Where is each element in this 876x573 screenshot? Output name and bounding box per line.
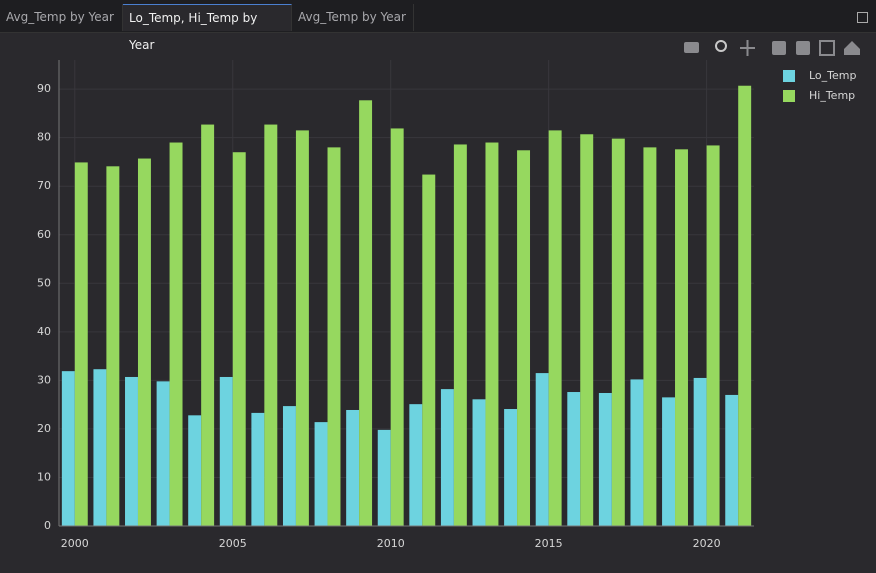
camera-icon[interactable] bbox=[684, 42, 699, 53]
bar bbox=[472, 399, 486, 526]
y-tick-label: 30 bbox=[37, 373, 51, 386]
maximize-button[interactable] bbox=[857, 12, 868, 23]
bar bbox=[137, 158, 151, 526]
bar bbox=[74, 162, 88, 526]
bar bbox=[377, 429, 391, 526]
bar bbox=[201, 124, 215, 526]
y-tick-label: 60 bbox=[37, 228, 51, 241]
x-tick-label: 2020 bbox=[693, 537, 721, 550]
y-tick-label: 0 bbox=[44, 519, 51, 532]
tab[interactable]: Avg_Temp by Year bbox=[292, 4, 414, 31]
bar bbox=[327, 147, 341, 526]
bar bbox=[453, 144, 467, 526]
home-icon[interactable] bbox=[844, 41, 860, 55]
bar bbox=[125, 376, 138, 526]
y-tick-label: 70 bbox=[37, 179, 51, 192]
pan-icon[interactable] bbox=[740, 40, 755, 56]
bar bbox=[93, 369, 107, 526]
tab-bar: Avg_Temp by Year Lo_Temp, Hi_Temp by Yea… bbox=[0, 0, 876, 52]
bar bbox=[409, 404, 423, 526]
x-tick-label: 2005 bbox=[219, 537, 247, 550]
bar bbox=[725, 394, 739, 526]
y-tick-label: 40 bbox=[37, 325, 51, 338]
tab[interactable]: Avg_Temp by Year bbox=[0, 4, 123, 31]
bar bbox=[169, 142, 183, 526]
legend-swatch[interactable] bbox=[783, 90, 795, 102]
bar bbox=[517, 150, 531, 526]
bar bbox=[611, 138, 625, 526]
bar bbox=[232, 152, 246, 526]
bar bbox=[485, 142, 499, 526]
bar bbox=[219, 376, 233, 526]
x-tick-label: 2010 bbox=[377, 537, 405, 550]
zoom-in-icon[interactable] bbox=[772, 41, 786, 55]
bar bbox=[643, 147, 657, 526]
x-tick-label: 2015 bbox=[535, 537, 563, 550]
bar bbox=[630, 379, 644, 526]
legend-label[interactable]: Lo_Temp bbox=[809, 69, 856, 82]
zoom-icon[interactable] bbox=[715, 40, 727, 52]
bar bbox=[535, 373, 549, 526]
bar bbox=[264, 124, 278, 526]
bar bbox=[567, 392, 581, 526]
x-tick-label: 2000 bbox=[61, 537, 89, 550]
bar bbox=[440, 389, 454, 526]
bar bbox=[580, 134, 594, 527]
bar bbox=[675, 149, 688, 527]
bar bbox=[156, 381, 170, 526]
bar bbox=[61, 371, 75, 526]
bar bbox=[106, 166, 120, 526]
zoom-out-icon[interactable] bbox=[796, 41, 810, 55]
bar bbox=[738, 85, 752, 526]
bar bbox=[504, 409, 518, 526]
legend-label[interactable]: Hi_Temp bbox=[809, 89, 855, 102]
y-tick-label: 80 bbox=[37, 131, 51, 144]
bar bbox=[706, 145, 720, 526]
y-tick-label: 20 bbox=[37, 422, 51, 435]
bar bbox=[359, 100, 373, 526]
toolbar bbox=[684, 40, 860, 56]
bar bbox=[251, 412, 265, 526]
bar bbox=[282, 406, 296, 526]
y-tick-label: 90 bbox=[37, 82, 51, 95]
tab[interactable]: Lo_Temp, Hi_Temp by Year bbox=[123, 4, 292, 52]
bar bbox=[390, 128, 404, 526]
chart: 0 10 20 30 40 50 60 70 80 90 2000 2005 2010 2015 2020 L… bbox=[37, 40, 860, 550]
bar bbox=[693, 377, 707, 526]
autoscale-icon[interactable] bbox=[819, 40, 835, 56]
bar bbox=[422, 174, 436, 526]
y-tick-label: 50 bbox=[37, 276, 51, 289]
y-tick-label: 10 bbox=[37, 470, 51, 483]
bar bbox=[314, 422, 328, 526]
bar bbox=[295, 130, 309, 526]
bar bbox=[598, 392, 612, 526]
bar bbox=[548, 130, 562, 526]
bar bbox=[346, 409, 360, 526]
legend-swatch[interactable] bbox=[783, 70, 795, 82]
bar bbox=[662, 397, 676, 526]
bar bbox=[188, 415, 202, 526]
